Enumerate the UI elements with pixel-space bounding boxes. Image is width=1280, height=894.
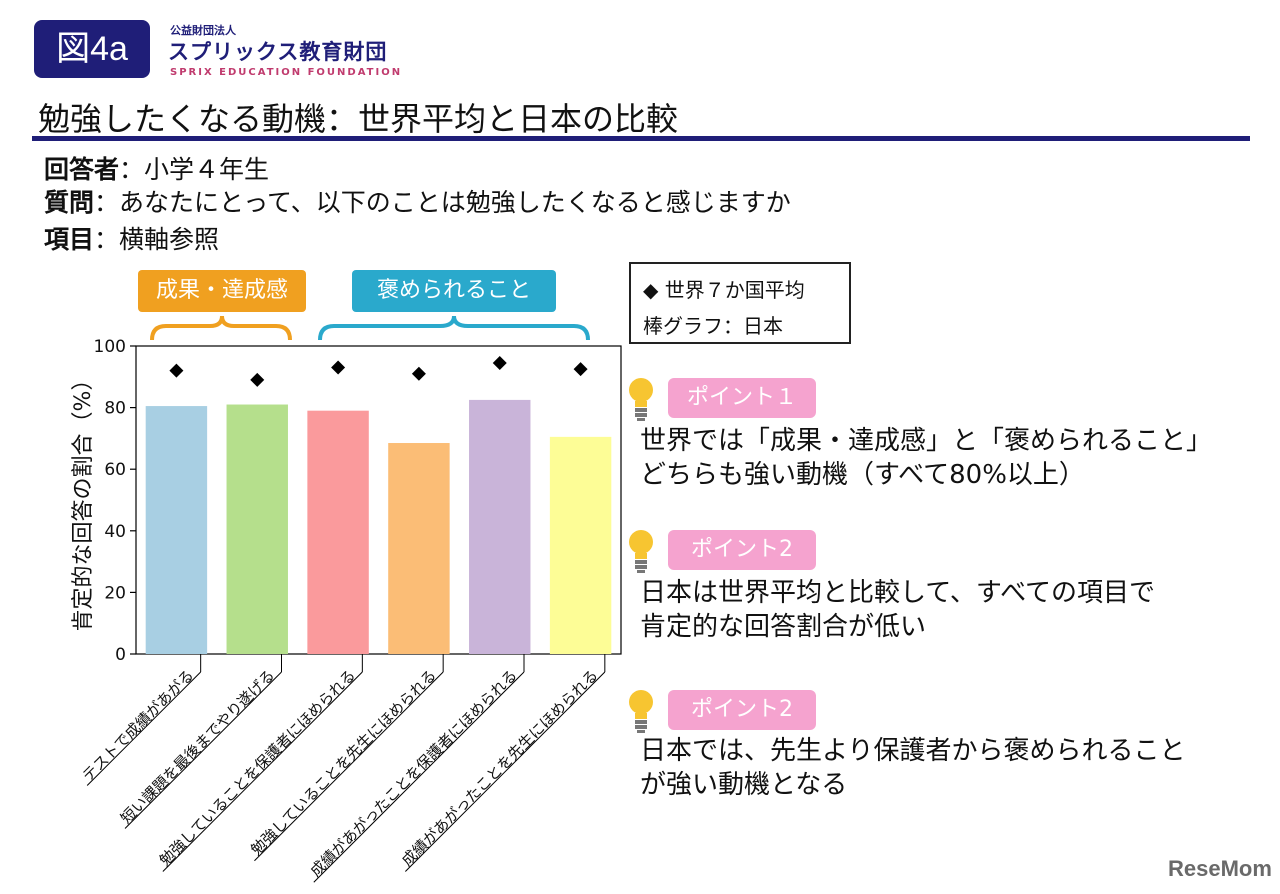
plot-area: 020406080100肯定的な回答の割合（%）テストで成績があがる短い課題を最… xyxy=(71,337,622,883)
items-line: 項目：横軸参照 xyxy=(44,220,219,256)
bar-japan xyxy=(469,399,531,654)
question-line: 質問：あなたにとって、以下のことは勉強したくなると感じますか xyxy=(44,183,791,219)
x-label-leader xyxy=(124,671,282,829)
figure-badge: 図4a xyxy=(34,20,150,78)
respondents-value: ：小学４年生 xyxy=(119,155,270,184)
question-label: 質問 xyxy=(44,188,95,217)
y-tick-label: 0 xyxy=(115,645,126,665)
point-text-1: 世界では「成果・達成感」と「褒められること」 どちらも強い動機（すべて80%以上… xyxy=(640,424,1212,492)
y-tick-label: 40 xyxy=(104,522,126,542)
point-2-line-2: 肯定的な回答割合が低い xyxy=(640,612,927,642)
bar-japan xyxy=(145,406,208,654)
x-tick-label: 短い課題を最後までやり遂げる xyxy=(117,666,278,827)
point-3-line-2: が強い動機となる xyxy=(640,770,848,800)
brace-praise xyxy=(318,315,590,341)
world-average-marker xyxy=(169,363,184,378)
y-tick-label: 100 xyxy=(94,337,126,357)
bar-japan xyxy=(549,436,612,654)
brace-achievement xyxy=(150,315,292,341)
org-small-label: 公益財団法人 xyxy=(170,24,236,37)
world-average-marker xyxy=(492,355,507,370)
point-1-line-1: 世界では「成果・達成感」と「褒められること」 xyxy=(640,426,1213,456)
plot-frame xyxy=(135,345,622,655)
org-english-name: SPRIX EDUCATION FOUNDATION xyxy=(170,67,403,78)
group-label-praise: 褒められること xyxy=(352,270,556,312)
x-label-leader xyxy=(86,671,202,786)
y-tick-label: 80 xyxy=(104,399,126,419)
point-2-line-1: 日本は世界平均と比較して、すべての項目で xyxy=(640,578,1156,608)
lightbulb-icon xyxy=(629,378,653,421)
bar-japan xyxy=(388,443,450,654)
lightbulb-icon xyxy=(629,530,653,573)
x-label-leader xyxy=(313,671,525,883)
question-value: ：あなたにとって、以下のことは勉強したくなると感じますか xyxy=(94,188,791,217)
items-value: ：横軸参照 xyxy=(94,225,220,254)
bar-japan xyxy=(307,410,369,654)
x-label-leader xyxy=(405,671,606,872)
title-rule xyxy=(32,136,1250,141)
page-title: 勉強したくなる動機：世界平均と日本の比較 xyxy=(38,100,679,138)
world-average-marker xyxy=(411,366,426,381)
lightbulb-icon xyxy=(629,690,653,733)
items-label: 項目 xyxy=(44,225,95,254)
point-text-3: 日本では、先生より保護者から褒められること が強い動機となる xyxy=(640,734,1185,802)
point-text-2: 日本は世界平均と比較して、すべての項目で 肯定的な回答割合が低い xyxy=(640,576,1155,644)
legend: ◆ 世界７か国平均 棒グラフ：日本 xyxy=(629,262,851,344)
x-label-leader xyxy=(162,671,363,872)
org-name: スプリックス教育財団 xyxy=(168,40,388,64)
y-tick-label: 60 xyxy=(104,460,126,480)
x-label-leader xyxy=(254,671,444,862)
respondents-label: 回答者 xyxy=(44,155,120,184)
world-average-marker xyxy=(250,372,265,387)
respondents-line: 回答者：小学４年生 xyxy=(44,150,269,186)
y-axis-label: 肯定的な回答の割合（%） xyxy=(71,369,96,632)
legend-japan-bars: 棒グラフ：日本 xyxy=(643,314,783,338)
point-badge-1: ポイント１ xyxy=(668,378,816,418)
point-badge-3: ポイント2 xyxy=(668,690,816,730)
bar-japan xyxy=(226,404,288,654)
legend-world-average: ◆ 世界７か国平均 xyxy=(643,278,805,302)
point-3-line-1: 日本では、先生より保護者から褒められること xyxy=(640,736,1186,766)
world-average-marker xyxy=(331,360,346,375)
point-1-line-2: どちらも強い動機（すべて80%以上） xyxy=(640,460,1085,490)
watermark-logo: ReseMom xyxy=(1168,856,1272,881)
point-badge-2: ポイント2 xyxy=(668,530,816,570)
group-label-achievement: 成果・達成感 xyxy=(138,270,306,312)
world-average-marker xyxy=(573,362,588,377)
y-tick-label: 20 xyxy=(104,583,126,603)
